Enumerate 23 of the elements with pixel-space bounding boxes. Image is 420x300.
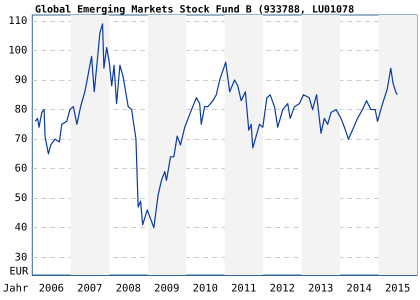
y-tick-label: 40 [14,222,28,234]
y-tick-label: 80 [14,104,28,116]
y-tick-label: 90 [14,74,28,86]
x-tick-label: 2011 [231,282,256,294]
y-tick-label: 110 [8,14,28,27]
y-tick-label: 60 [14,162,28,175]
chart-title: Global Emerging Markets Stock Fund B (933788, LU01078 [35,4,354,16]
x-tick-label: 2014 [346,282,372,294]
y-tick-label: 50 [14,192,28,204]
y-tick-label: 30 [14,251,28,264]
x-tick-label: 2008 [116,282,142,294]
x-tick-label: 2007 [77,282,102,294]
y-axis-title: EUR [9,266,29,278]
x-tick-label: 2009 [154,282,180,294]
y-tick-label: 100 [8,44,28,56]
x-axis-title: Jahr [2,282,28,294]
x-tick-label: 2012 [270,282,295,294]
x-tick-label: 2006 [38,282,64,294]
x-tick-label: 2015 [384,282,410,294]
x-tick-label: 2010 [192,282,218,294]
x-tick-label: 2013 [308,282,334,294]
line-series [34,23,398,228]
y-tick-label: 70 [14,133,28,146]
